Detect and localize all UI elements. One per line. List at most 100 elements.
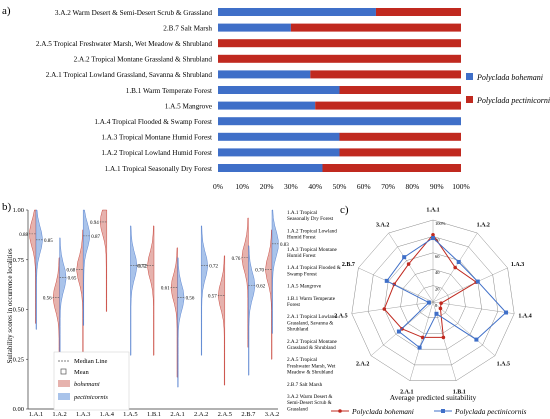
radar-ring-label: 40 [435, 270, 440, 275]
radar-point-polyclada-pectinicornis [456, 259, 461, 264]
y-tick-label: 0.00 [13, 406, 24, 413]
bar-polyclada-bohemani-2-a-1 [218, 70, 311, 79]
x-tick-label: 1.A.3 [76, 411, 90, 418]
legend-swatch-violin-bohemani [58, 380, 70, 387]
violins-group [29, 209, 279, 388]
bar-polyclada-bohemani-2-b-7 [218, 23, 291, 32]
radar-point-polyclada-pectinicornis [396, 329, 401, 334]
legend-label-violin-bohemani: bohemani [74, 381, 100, 388]
x-tick-labels-group: 0% 10% 20% 30% 40% 50% 60% 70% 80% 90% 100% [213, 182, 470, 191]
x-tick-label: 70% [381, 182, 395, 191]
radar-ring-label: 0 [435, 303, 438, 308]
violin-bohemani-1-b-1 [147, 225, 155, 356]
radar-point-polyclada-bohemani [439, 301, 443, 305]
violin-bohemani-2-a-1 [170, 247, 178, 378]
radar-axis-label: 3.A.2 [376, 222, 389, 228]
category-label: 3.A.2 Warm Desert & Semi-Desert Scrub & … [55, 9, 213, 17]
mean-label: 0.76 [232, 257, 241, 262]
mean-labels-group: 0.88 0.85 0.56 0.65 0.68 0.87 0.94 0.72 0.72 0.61… [19, 221, 289, 302]
violin-pectinicornis-2-a-1 [177, 257, 185, 388]
mean-label: 0.62 [256, 285, 265, 290]
radar-spoke [432, 267, 508, 303]
radar-axis-label: 1.A.4 [518, 314, 531, 320]
violin-bohemani-3-a-2 [265, 229, 273, 360]
bar-polyclada-pectinicornis-2-a-1 [310, 70, 461, 79]
category-key-entry: Forest [287, 302, 301, 308]
x-tick-label: 60% [357, 182, 371, 191]
radar-point-polyclada-pectinicornis [417, 345, 422, 350]
legend-label-bohemani: Polyclada bohemani [476, 73, 543, 82]
bar-polyclada-bohemani-1-a-1 [218, 164, 323, 172]
y-axis-label: Suitability scores in occurrence localit… [6, 248, 14, 363]
legend-swatch-bohemani [466, 73, 473, 80]
mean-label: 0.87 [91, 235, 100, 240]
radar-ring-label: 80 [435, 237, 440, 242]
radar-ring-label: 20 [435, 287, 440, 292]
x-tick-label: 10% [235, 182, 249, 191]
mean-label: 0.65 [68, 277, 77, 282]
mean-label: 0.72 [137, 265, 146, 270]
x-tick-labels-group: 1.A.1 1.A.2 1.A.3 1.A.4 1.A.5 1.B.1 2.A.1 2.A.2… [29, 411, 279, 418]
radar-point-polyclada-bohemani [441, 335, 446, 340]
category-key-entry: 1.A.1 Tropical [287, 210, 318, 216]
violin-pectinicornis-2-b-7 [248, 245, 256, 376]
bar-polyclada-bohemani-1-a-3 [218, 132, 340, 141]
panel-b-violin-chart: b) Suitability scores in occurrence loca… [2, 201, 341, 418]
radar-point-polyclada-pectinicornis [426, 300, 431, 305]
legend-marker-bohemani [338, 409, 342, 413]
legend-swatch-violin-pectinicornis [58, 393, 70, 400]
legend-label-pectinicornis: Polyclada pectinicornis [454, 407, 527, 416]
y-tick-label: 1.00 [13, 207, 24, 214]
bar-polyclada-pectinicornis-2-a-5 [218, 39, 461, 48]
legend-swatch-pectinicornis [466, 96, 473, 103]
radar-point-polyclada-pectinicornis [474, 337, 479, 342]
x-tick-label: 1.B.1 [147, 411, 161, 418]
bar-polyclada-pectinicornis-1-a-5 [315, 101, 461, 110]
radar-ring [400, 268, 466, 334]
x-tick-label: 1.A.5 [123, 411, 137, 418]
mean-label: 0.72 [209, 265, 218, 270]
mean-label: 0.61 [161, 287, 170, 292]
radar-spoke [409, 301, 434, 381]
radar-point-polyclada-pectinicornis [434, 311, 439, 316]
category-key-entry: 2.A.5 Tropical [287, 357, 318, 363]
radar-grid: 100% 80 60 40 20 0 [351, 219, 515, 381]
radar-axis-label: 1.B.1 [453, 390, 466, 396]
legend-label-median: Median Line [74, 358, 108, 365]
violin-bohemani-1-a-1 [29, 209, 37, 324]
bar-polyclada-bohemani-1-a-5 [218, 101, 316, 110]
category-label: 1.A.3 Tropical Montane Humid Forest [101, 134, 212, 142]
y-tick-label: 0.75 [13, 257, 24, 264]
radar-axis-label: 1.A.2 [477, 222, 490, 228]
mean-label: 0.56 [186, 297, 195, 302]
x-tick-label: 2.A.5 [218, 411, 232, 418]
radar-axis-label: 1.A.3 [511, 262, 524, 268]
mean-label: 0.57 [208, 295, 217, 300]
radar-title: Average predicted suitability [390, 393, 477, 402]
mean-label: 0.72 [138, 265, 147, 270]
category-key-entry: Meadow & Shrubland [287, 370, 334, 376]
category-key-entry: Humid Forest [287, 235, 316, 241]
category-key-entry: 1.A.2 Tropical Lowland [287, 228, 337, 234]
bar-polyclada-pectinicornis-1-a-3 [339, 132, 461, 141]
mean-label: 0.56 [43, 297, 52, 302]
category-key-entry: Humid Forest [287, 253, 316, 259]
radar-ring [367, 236, 499, 366]
category-key-entry: Semi-Desert Scrub & [287, 400, 332, 406]
category-key-entry: 2.B.7 Salt Marsh [287, 382, 323, 388]
radar-point-polyclada-pectinicornis [475, 279, 480, 284]
mean-label: 0.94 [90, 221, 99, 226]
x-tick-label: 100% [452, 182, 470, 191]
category-key-entry: Grassland [287, 406, 308, 412]
category-key-entry: 1.A.4 Tropical Flooded & [287, 265, 341, 271]
category-key-entry: 3.A.2 Warm Desert & [287, 394, 332, 400]
bar-polyclada-pectinicornis-2-a-2 [218, 54, 461, 63]
bars-group [218, 8, 461, 172]
violin-pectinicornis-1-a-5 [130, 225, 138, 356]
panel-a-label: a) [2, 5, 11, 17]
bar-polyclada-pectinicornis-1-b-1 [339, 86, 461, 94]
mean-label: 0.88 [19, 233, 28, 238]
axes: 0.00 0.25 0.50 0.75 1.00 [13, 207, 278, 413]
